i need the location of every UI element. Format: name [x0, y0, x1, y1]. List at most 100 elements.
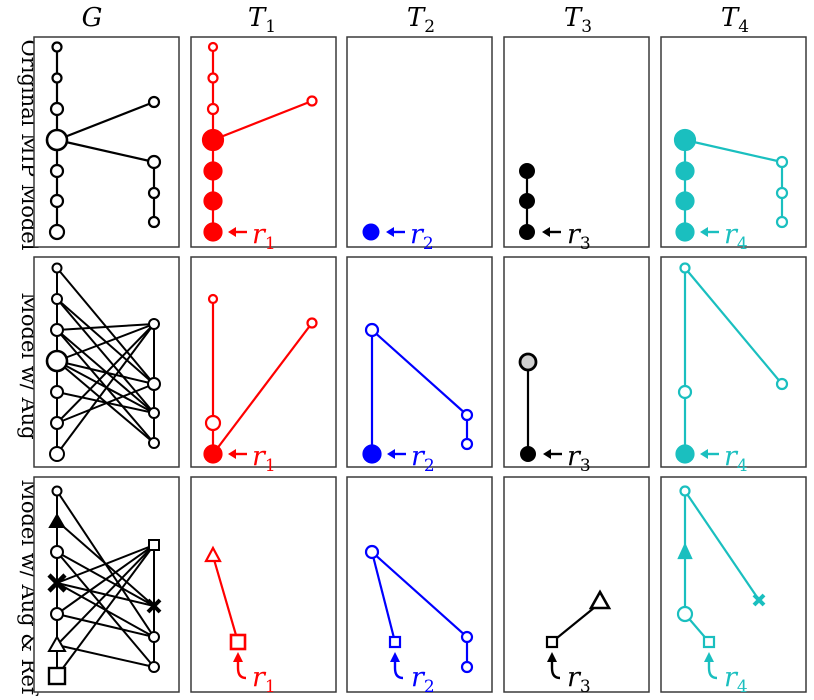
root-node-t1	[203, 444, 223, 464]
node	[148, 437, 160, 449]
node	[675, 191, 695, 211]
triangle-node	[204, 545, 222, 563]
node	[675, 161, 695, 181]
node	[460, 660, 474, 674]
column-title-t3: T3	[564, 3, 592, 37]
tree-t3-aug: r3	[518, 352, 591, 476]
root-label-r4: r4	[724, 441, 748, 476]
node	[50, 607, 64, 621]
root-pointer-t1-aug: r1	[228, 441, 276, 476]
column-titles: G T1 T2 T3 T4	[82, 3, 749, 37]
node	[50, 323, 64, 337]
node	[203, 161, 223, 181]
triangle-node	[47, 634, 67, 652]
graph-g-original	[45, 41, 162, 241]
node	[45, 349, 69, 373]
graph-edges	[56, 490, 155, 677]
graph-nodes	[45, 41, 162, 241]
root-square-node-t1	[229, 633, 247, 651]
node	[201, 128, 225, 152]
node	[51, 262, 63, 274]
node	[51, 293, 63, 305]
node	[45, 128, 69, 152]
panel-t1-aug	[190, 256, 337, 468]
node	[676, 605, 694, 623]
node	[51, 485, 63, 497]
node	[677, 384, 693, 400]
root-node-t2	[362, 223, 380, 241]
root-pointer-t1-aug-ref: r1	[233, 652, 276, 697]
tree-t2-aug-ref	[364, 544, 474, 674]
tree-t2-original: r2	[362, 219, 434, 254]
tree-t4-aug-ref	[676, 485, 766, 649]
root-label-r3: r3	[567, 219, 591, 254]
node	[49, 446, 65, 462]
cross-node	[47, 573, 67, 593]
node	[204, 414, 222, 432]
root-pointer-t2-aug: r2	[387, 441, 435, 476]
node	[148, 407, 160, 419]
node	[51, 72, 63, 84]
tree-t3-original: r3	[519, 163, 591, 254]
root-label-r2: r2	[410, 219, 434, 254]
panel-t1-aug-ref	[190, 476, 337, 693]
node	[49, 193, 65, 209]
node	[518, 352, 538, 372]
node	[50, 416, 64, 430]
node	[50, 545, 64, 559]
node	[775, 186, 789, 200]
node	[460, 408, 474, 422]
panel-t3-original	[503, 36, 650, 248]
tree-t4-original	[673, 128, 789, 242]
root-pointer-t4-original: r4	[700, 219, 748, 254]
tree-t1-aug	[203, 293, 318, 464]
node	[207, 41, 219, 53]
node	[679, 485, 691, 497]
node	[460, 630, 474, 644]
root-label-r4: r4	[724, 662, 748, 697]
graph-g-aug-ref	[47, 485, 162, 686]
node	[519, 163, 535, 179]
root-label-r4: r4	[724, 219, 748, 254]
panel-t2-original	[346, 36, 493, 248]
node	[775, 215, 789, 229]
column-title-t1: T1	[248, 3, 276, 37]
root-label-r1: r1	[252, 441, 276, 476]
node	[49, 163, 65, 179]
root-node-t4	[675, 444, 695, 464]
root-pointer-t1-original: r1	[228, 219, 276, 254]
node	[206, 102, 220, 116]
panel-t2-aug-ref	[346, 476, 493, 693]
root-node-t2	[362, 444, 382, 464]
root-label-r2: r2	[411, 662, 435, 697]
root-node-t1	[203, 222, 223, 242]
tree-t4-aug	[675, 262, 789, 464]
panel-t4-aug	[660, 256, 807, 468]
graph-g-aug	[45, 262, 161, 462]
node	[460, 437, 474, 451]
root-square-node-t3	[545, 635, 559, 649]
node	[775, 377, 789, 391]
triangle-node	[588, 589, 612, 610]
node	[306, 317, 318, 329]
panel-t3-aug-ref	[503, 476, 650, 693]
root-node-t3	[519, 224, 535, 240]
triangle-node	[677, 542, 693, 560]
square-node	[47, 666, 67, 686]
root-pointer-t2-aug-ref: r2	[390, 652, 435, 697]
tree-t1-aug-ref	[204, 545, 247, 651]
column-title-t2: T2	[407, 3, 435, 37]
node	[364, 544, 380, 560]
root-square-node-t4	[702, 635, 716, 649]
node	[147, 377, 161, 391]
root-label-r2: r2	[411, 441, 435, 476]
column-title-t4: T4	[721, 3, 749, 37]
node	[679, 262, 691, 274]
root-label-r3: r3	[567, 662, 591, 697]
square-node	[148, 539, 160, 551]
root-pointer-t3-aug-ref: r3	[547, 652, 591, 697]
panel-t4-aug-ref	[660, 476, 807, 693]
root-node-t4	[675, 222, 695, 242]
column-title-g: G	[82, 3, 103, 33]
